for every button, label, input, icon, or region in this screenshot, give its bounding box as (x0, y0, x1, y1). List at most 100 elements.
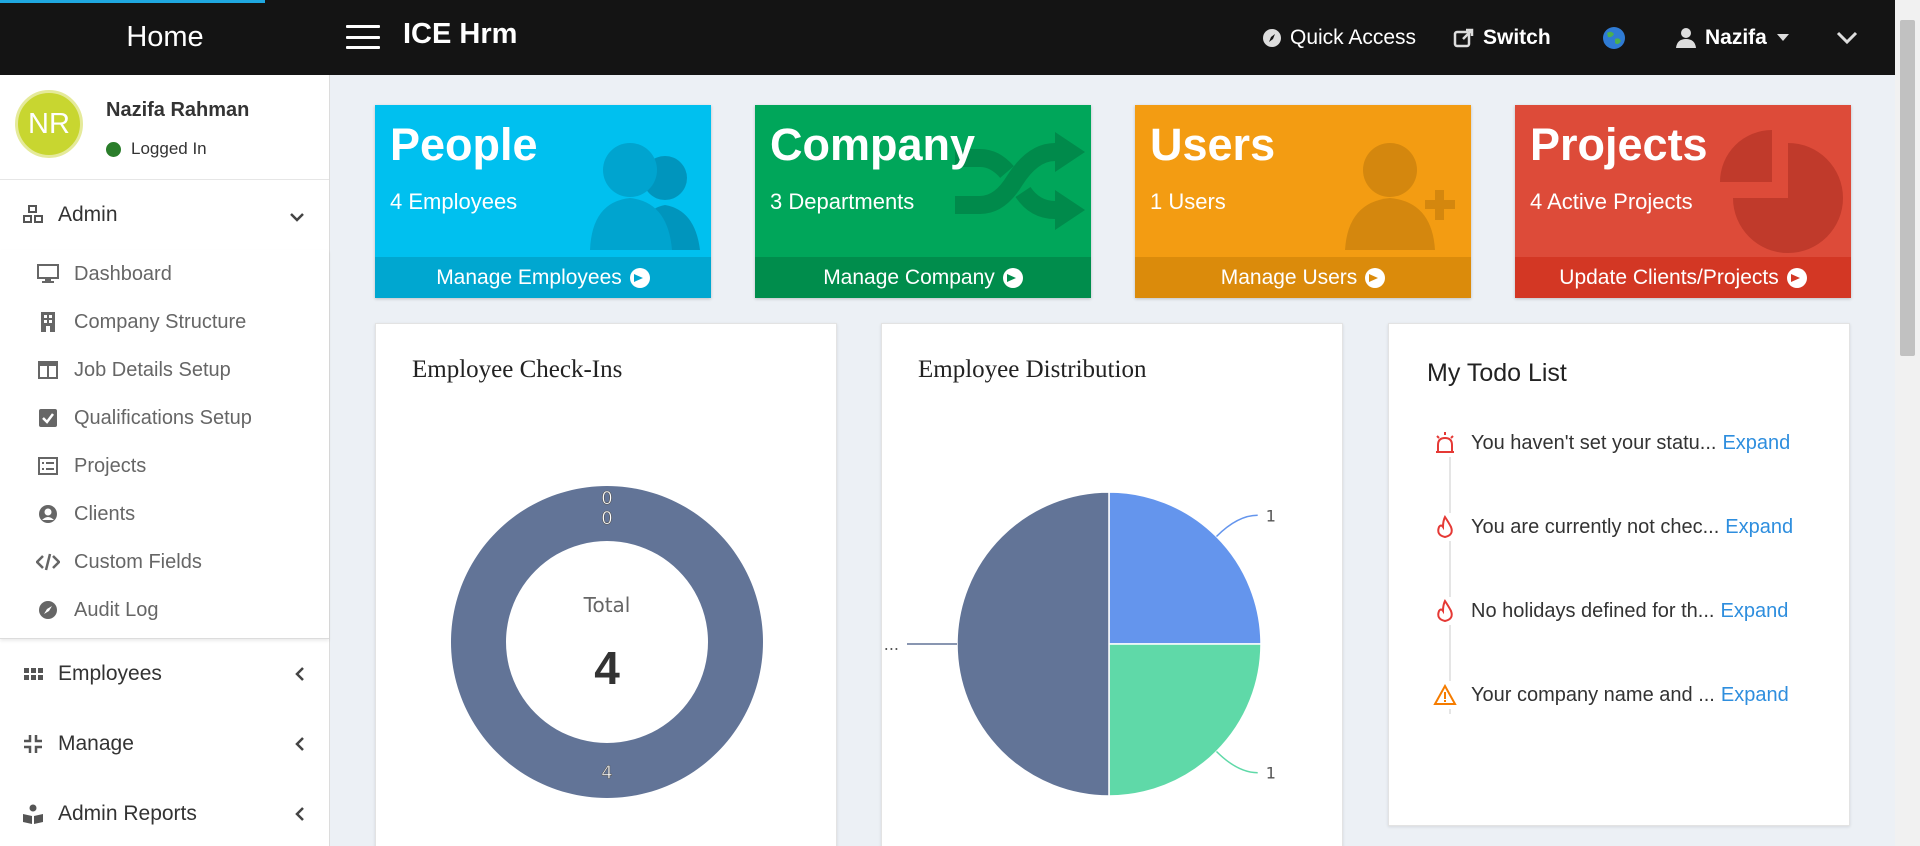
home-link[interactable]: Home (126, 21, 204, 53)
timeline-line (1449, 444, 1451, 714)
status-label: Logged In (131, 139, 207, 158)
manage-employees-link[interactable]: Manage Employees (375, 257, 711, 298)
avatar: NR (15, 90, 83, 158)
user-icon (1675, 27, 1697, 49)
list-icon (36, 457, 60, 475)
link-label: Update Clients/Projects (1559, 265, 1779, 289)
panel-title: Employee Distribution (918, 356, 1147, 383)
sidebar-item-clients[interactable]: Clients (0, 490, 329, 538)
status-badge: Logged In (106, 139, 207, 159)
external-link-icon (1453, 27, 1475, 49)
caret-down-icon (1776, 33, 1789, 42)
user-name: Nazifa (1705, 25, 1767, 49)
donut-slice-label: 0 (601, 508, 612, 529)
sidebar-item-custom-fields[interactable]: Custom Fields (0, 538, 329, 586)
arrow-circle-right-icon (1786, 267, 1807, 288)
check-square-icon (36, 408, 60, 428)
expand-link[interactable]: Expand (1722, 431, 1791, 454)
pie-slice (1108, 491, 1262, 645)
profile-name: Nazifa Rahman (106, 99, 250, 121)
sidebar-item-qualifications-setup[interactable]: Qualifications Setup (0, 394, 329, 442)
link-label: Manage Employees (436, 265, 622, 289)
hamburger-menu-icon[interactable] (346, 25, 380, 49)
cubes-icon (20, 204, 46, 226)
sidebar-item-label: Projects (74, 454, 147, 477)
people-card: People 4 Employees Manage Employees (375, 105, 711, 298)
card-title: Users (1150, 119, 1276, 170)
language-globe-icon[interactable] (1602, 0, 1626, 75)
compass-icon (36, 600, 60, 620)
sidebar-item-projects[interactable]: Projects (0, 442, 329, 490)
code-icon (36, 553, 60, 571)
todo-text: You are currently not chec... (1471, 515, 1720, 538)
columns-icon (36, 361, 60, 379)
sidebar-item-company-structure[interactable]: Company Structure (0, 298, 329, 346)
pie-slice-label: ... (884, 635, 899, 654)
pie-chart-icon (1720, 130, 1843, 253)
todo-text: You haven't set your statu... (1471, 431, 1717, 454)
building-icon (36, 311, 60, 333)
page-scrollbar[interactable] (1895, 0, 1920, 846)
sidebar-item-job-details-setup[interactable]: Job Details Setup (0, 346, 329, 394)
sidebar-item-label: Dashboard (74, 262, 172, 285)
sidebar-item-manage[interactable]: Manage (0, 709, 329, 779)
pie-slice-label: 1 (1266, 506, 1276, 525)
sidebar-item-label: Admin (58, 203, 118, 226)
donut-slice-label: 0 (601, 488, 612, 509)
scrollbar-thumb[interactable] (1900, 20, 1915, 356)
quick-access-button[interactable]: Quick Access (1262, 0, 1416, 75)
arrow-circle-right-icon (1002, 267, 1023, 288)
chevron-left-icon (294, 664, 305, 688)
sidebar-item-admin[interactable]: Admin (0, 180, 329, 250)
fire-icon (1431, 597, 1459, 625)
todo-item: You are currently not chec... Expand (1431, 513, 1793, 541)
manage-users-link[interactable]: Manage Users (1135, 257, 1471, 298)
sidebar-item-audit-log[interactable]: Audit Log (0, 586, 329, 634)
user-plus-icon (1345, 143, 1455, 250)
chevron-left-icon (294, 734, 305, 758)
chevron-down-icon (289, 205, 305, 229)
arrow-circle-right-icon (629, 267, 650, 288)
sidebar-item-dashboard[interactable]: Dashboard (0, 250, 329, 298)
sidebar-item-admin-reports[interactable]: Admin Reports (0, 779, 329, 846)
expand-link[interactable]: Expand (1720, 599, 1789, 622)
shuffle-icon (955, 132, 1085, 230)
employee-distribution-panel: Employee Distribution 1 1... (881, 323, 1343, 846)
user-menu[interactable]: Nazifa (1675, 0, 1789, 75)
pie-slice (1108, 643, 1262, 797)
sidebar-item-employees[interactable]: Employees (0, 639, 329, 709)
donut-slice (450, 486, 763, 798)
sidebar-item-label: Admin Reports (58, 802, 197, 825)
switch-button[interactable]: Switch (1453, 0, 1551, 75)
users-card: Users 1 Users Manage Users (1135, 105, 1471, 298)
sidebar-item-label: Clients (74, 502, 136, 525)
sidebar-item-label: Custom Fields (74, 550, 202, 573)
user-profile-panel: NR Nazifa Rahman Logged In (0, 75, 329, 180)
todo-text: Your company name and ... (1471, 683, 1715, 706)
app-title: ICE Hrm (403, 18, 518, 50)
monitor-icon (36, 264, 60, 284)
loading-accent-bar (0, 0, 265, 3)
sidebar-item-label: Audit Log (74, 598, 159, 621)
panel-title: Employee Check-Ins (412, 356, 623, 383)
chevron-down-icon[interactable] (1836, 0, 1858, 75)
fire-icon (1431, 513, 1459, 541)
warning-icon (1431, 681, 1459, 709)
expand-link[interactable]: Expand (1725, 515, 1794, 538)
card-subtitle: 4 Active Projects (1530, 189, 1693, 214)
donut-center-value: 4 (594, 642, 620, 694)
todo-item: No holidays defined for th... Expand (1431, 597, 1788, 625)
card-subtitle: 1 Users (1150, 189, 1226, 214)
card-title: Projects (1530, 119, 1708, 170)
donut-center-label: Total (583, 593, 631, 617)
user-circle-icon (36, 504, 60, 524)
panel-title: My Todo List (1427, 359, 1567, 387)
update-clients-projects-link[interactable]: Update Clients/Projects (1515, 257, 1851, 298)
todo-item: You haven't set your statu... Expand (1431, 429, 1790, 457)
donut-slice-label: 4 (601, 763, 612, 784)
expand-link[interactable]: Expand (1720, 683, 1789, 706)
arrow-circle-right-icon (1365, 267, 1386, 288)
reader-icon (20, 804, 46, 824)
link-label: Manage Company (823, 265, 995, 289)
manage-company-link[interactable]: Manage Company (755, 257, 1091, 298)
